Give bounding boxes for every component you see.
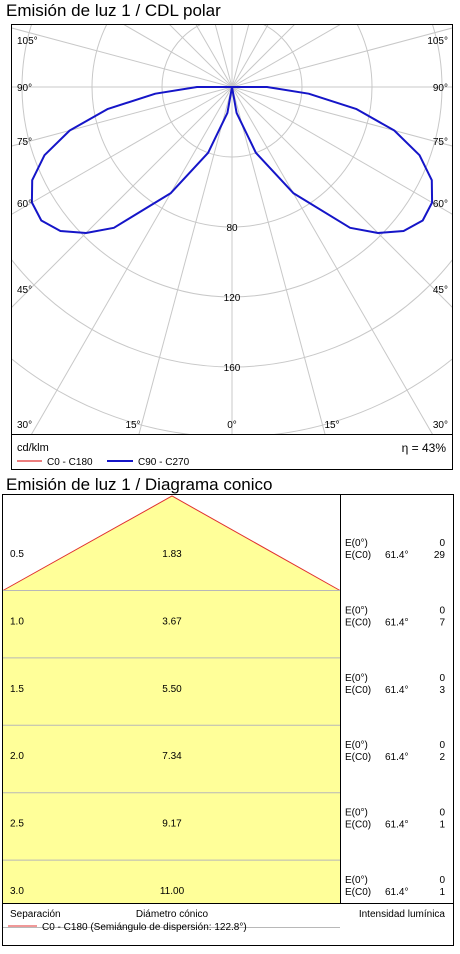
angle-label-bottom: 0° — [227, 420, 237, 431]
radial-label: 160 — [224, 363, 241, 374]
row-e0-label: E(0°) — [345, 538, 368, 549]
row-e0-value: 0 — [439, 808, 445, 819]
row-ec0-value: 1 — [439, 820, 445, 831]
row-ec0-label: E(C0) — [345, 752, 371, 763]
row-e0-value: 0 — [439, 538, 445, 549]
row-e0-label: E(0°) — [345, 740, 368, 751]
polar-chart: 105° 105° 90° 90° 75° 75° 60° 60° 45° 45° 30° 30° 15… — [11, 24, 453, 470]
row-angle: 61.4° — [385, 617, 408, 628]
angle-label-bottom: 15° — [125, 420, 140, 431]
row-diameter: 1.83 — [162, 549, 182, 560]
polar-grid-spoke — [231, 86, 326, 434]
polar-grid-spoke — [12, 86, 233, 215]
row-ec0-value: 7 — [439, 617, 445, 628]
polar-grid-spoke — [169, 25, 233, 88]
row-diameter: 9.17 — [162, 819, 182, 830]
footer-intensidad: Intensidad lumínica — [359, 909, 446, 920]
row-ec0-label: E(C0) — [345, 820, 371, 831]
row-separation: 1.0 — [10, 616, 24, 627]
polar-grid-spoke — [231, 86, 452, 147]
polar-grid — [12, 25, 452, 434]
cone-edge — [2, 495, 341, 591]
row-e0-label: E(0°) — [345, 808, 368, 819]
row-separation: 3.0 — [10, 886, 24, 897]
polar-unit-label: cd/klm — [17, 442, 49, 454]
radial-label: 80 — [226, 223, 238, 234]
polar-grid-spoke — [231, 25, 341, 88]
angle-label-left: 30° — [17, 420, 32, 431]
row-ec0-label: E(C0) — [345, 685, 371, 696]
footer-diametro: Diámetro cónico — [136, 909, 209, 920]
cone-legend-label: C0 - C180 (Semiángulo de dispersión: 122… — [42, 922, 247, 933]
angle-label-right: 45° — [433, 285, 448, 296]
row-diameter: 7.34 — [162, 751, 182, 762]
row-angle: 61.4° — [385, 820, 408, 831]
row-e0-value: 0 — [439, 740, 445, 751]
row-ec0-label: E(C0) — [345, 550, 371, 561]
polar-labels: 105° 105° 90° 90° 75° 75° 60° 60° 45° 45° 30° 30° 15… — [17, 36, 448, 431]
polar-chart-title: Emisión de luz 1 / CDL polar — [6, 1, 221, 20]
row-e0-label: E(0°) — [345, 673, 368, 684]
cone-diagram: 0.5 1.83 E(0°) 0 E(C0) 61.4° 29 1.0 3.67 E(0°) 0 E(… — [2, 494, 454, 946]
row-e0-label: E(0°) — [345, 875, 368, 886]
row-ec0-value: 3 — [439, 685, 445, 696]
footer-separacion: Separación — [10, 909, 61, 920]
angle-label-left: 75° — [17, 137, 32, 148]
polar-grid-spoke — [12, 27, 233, 88]
row-ec0-label: E(C0) — [345, 617, 371, 628]
angle-label-right: 60° — [433, 199, 448, 210]
row-angle: 61.4° — [385, 685, 408, 696]
angle-label-right: 90° — [433, 83, 448, 94]
polar-grid-spoke — [123, 25, 233, 88]
row-separation: 0.5 — [10, 549, 24, 560]
row-diameter: 11.00 — [160, 886, 185, 897]
cone-chart-title: Emisión de luz 1 / Diagrama conico — [6, 475, 273, 494]
row-ec0-value: 1 — [439, 887, 445, 898]
polar-curves — [30, 86, 434, 234]
angle-label-left: 90° — [17, 83, 32, 94]
cone-body: 0.5 1.83 E(0°) 0 E(C0) 61.4° 29 1.0 3.67 E(0°) 0 E(… — [2, 494, 446, 928]
row-diameter: 5.50 — [162, 684, 182, 695]
polar-grid-spoke — [231, 86, 433, 434]
row-ec0-value: 29 — [434, 550, 446, 561]
row-angle: 61.4° — [385, 887, 408, 898]
series-c90-right — [231, 86, 434, 234]
row-separation: 2.0 — [10, 751, 24, 762]
polar-grid-spoke — [138, 86, 233, 434]
polar-grid-spoke — [231, 86, 452, 308]
row-e0-value: 0 — [439, 875, 445, 886]
polar-grid-spoke — [231, 27, 452, 88]
angle-label-bottom: 15° — [324, 420, 339, 431]
row-separation: 1.5 — [10, 684, 24, 695]
angle-label-left: 60° — [17, 199, 32, 210]
angle-label-right: 105° — [427, 36, 448, 47]
polar-grid-spoke — [12, 86, 233, 308]
angle-label-right: 75° — [433, 137, 448, 148]
row-angle: 61.4° — [385, 550, 408, 561]
row-e0-value: 0 — [439, 673, 445, 684]
series-c90-left — [30, 86, 233, 234]
angle-label-left: 45° — [17, 285, 32, 296]
row-e0-label: E(0°) — [345, 605, 368, 616]
legend-label-c0: C0 - C180 — [47, 457, 93, 468]
polar-grid-spoke — [231, 86, 452, 215]
radial-label: 120 — [224, 293, 241, 304]
cone-fill — [3, 496, 340, 903]
legend-label-c90: C90 - C270 — [138, 457, 190, 468]
row-e0-value: 0 — [439, 605, 445, 616]
efficiency-label: η = 43% — [402, 441, 447, 455]
polar-grid-spoke — [231, 25, 295, 88]
angle-label-left: 105° — [17, 36, 38, 47]
angle-label-right: 30° — [433, 420, 448, 431]
polar-grid-spoke — [31, 86, 233, 434]
row-angle: 61.4° — [385, 752, 408, 763]
row-ec0-value: 2 — [439, 752, 445, 763]
row-separation: 2.5 — [10, 819, 24, 830]
row-diameter: 3.67 — [162, 616, 182, 627]
polar-grid-spoke — [12, 86, 233, 147]
row-ec0-label: E(C0) — [345, 887, 371, 898]
